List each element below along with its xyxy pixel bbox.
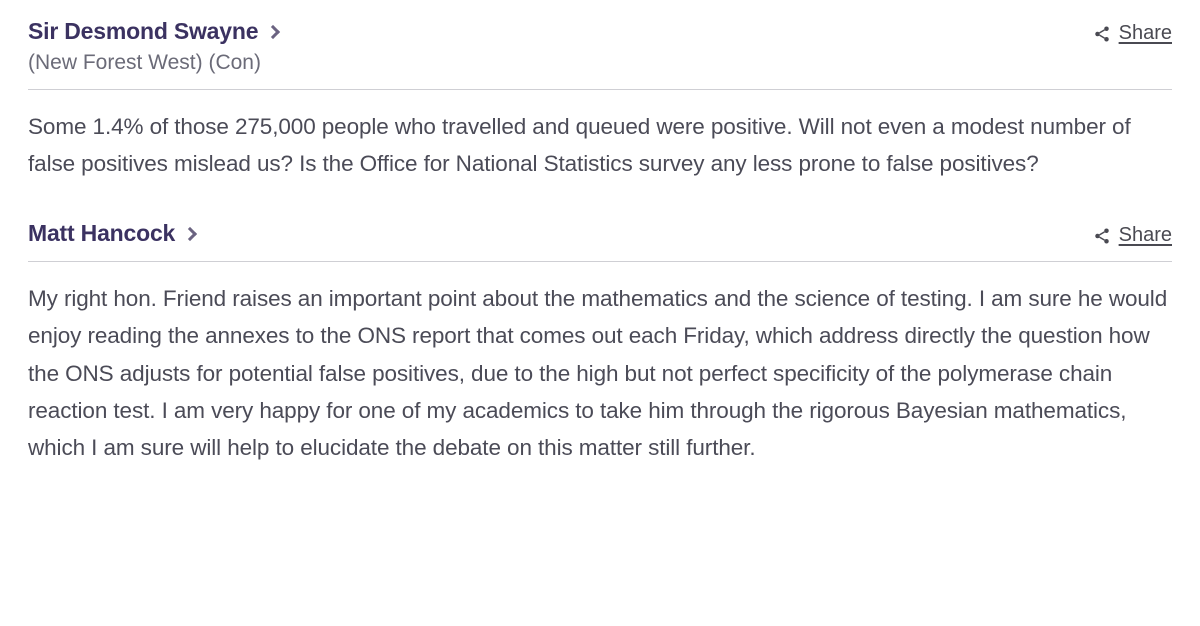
contribution-header: Sir Desmond Swayne (New Forest West) (Co… [28, 18, 1172, 75]
speaker-block: Matt Hancock [28, 220, 195, 247]
divider [28, 89, 1172, 90]
contribution-header: Matt Hancock Share [28, 220, 1172, 247]
chevron-right-icon [183, 227, 197, 241]
share-label: Share [1119, 22, 1172, 45]
contribution-text: Some 1.4% of those 275,000 people who tr… [28, 108, 1172, 182]
share-icon [1093, 227, 1111, 245]
share-label: Share [1119, 224, 1172, 247]
contribution-block: Sir Desmond Swayne (New Forest West) (Co… [28, 18, 1172, 182]
speaker-name: Sir Desmond Swayne [28, 18, 258, 45]
speaker-constituency: (New Forest West) (Con) [28, 51, 278, 75]
contribution-text: My right hon. Friend raises an important… [28, 280, 1172, 466]
speaker-block: Sir Desmond Swayne (New Forest West) (Co… [28, 18, 278, 75]
chevron-right-icon [266, 25, 280, 39]
speaker-link[interactable]: Sir Desmond Swayne [28, 18, 278, 45]
share-link[interactable]: Share [1093, 224, 1172, 247]
divider [28, 261, 1172, 262]
speaker-link[interactable]: Matt Hancock [28, 220, 195, 247]
speaker-name: Matt Hancock [28, 220, 175, 247]
spacer [28, 192, 1172, 220]
contribution-block: Matt Hancock Share My right hon. Friend … [28, 220, 1172, 466]
share-link[interactable]: Share [1093, 22, 1172, 45]
share-icon [1093, 25, 1111, 43]
